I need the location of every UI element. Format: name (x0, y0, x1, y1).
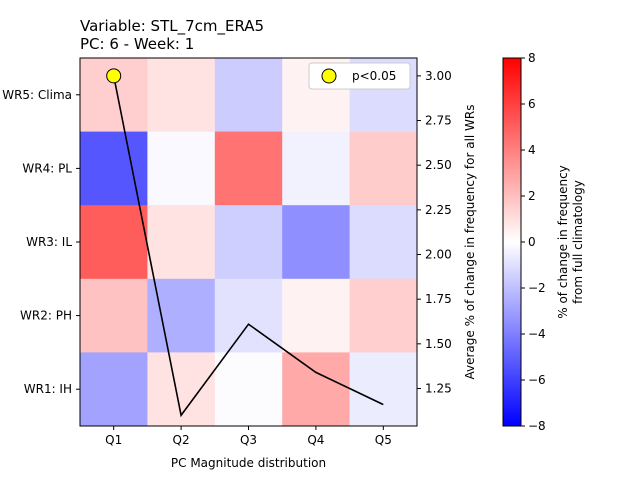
heatmap-cell (282, 131, 351, 206)
y-axis-ticks: WR5: Clima WR4: PL WR3: IL WR2: PH WR1: IH (2, 88, 80, 396)
heatmap-cell (80, 352, 148, 427)
heatmap-cell (80, 278, 148, 353)
x-tick-label: Q3 (240, 433, 257, 447)
heatmap-cell (282, 278, 351, 353)
right-tick-label: 3.00 (425, 69, 452, 83)
colorbar-label-line2: from full climatology (571, 180, 585, 304)
y-tick-label: WR1: IH (24, 382, 72, 396)
colorbar-tick-label: −4 (528, 327, 546, 341)
x-tick-label: Q2 (173, 433, 190, 447)
right-tick-label: 1.75 (425, 292, 452, 306)
x-tick-label: Q1 (105, 433, 122, 447)
heatmap-cell (214, 205, 283, 280)
heatmap-cell (214, 131, 283, 206)
heatmap-cell (80, 205, 148, 280)
heatmap-cell (349, 205, 418, 280)
legend-box (308, 62, 411, 90)
heatmap-cell (147, 58, 216, 133)
heatmap-cell (282, 352, 351, 427)
heatmap-cell (349, 131, 418, 206)
colorbar-tick-label: −8 (528, 419, 546, 433)
right-tick-label: 2.50 (425, 158, 452, 172)
x-axis-ticks: Q1 Q2 Q3 Q4 Q5 (105, 426, 392, 447)
right-tick-label: 2.25 (425, 203, 452, 217)
x-tick-label: Q5 (375, 433, 392, 447)
chart-title-line2: PC: 6 - Week: 1 (80, 35, 194, 53)
average-line-path (112, 75, 384, 418)
heatmap-cell (349, 278, 418, 353)
right-axis-label: Average % of change in frequency for all… (463, 104, 477, 379)
right-axis-ticks: 3.00 2.75 2.50 2.25 2.00 1.75 1.50 1.25 (417, 69, 452, 395)
heatmap-cell (147, 131, 216, 206)
right-tick-label: 1.25 (425, 381, 452, 395)
legend-label: p<0.05 (352, 69, 396, 83)
significance-markers (106, 68, 122, 84)
right-tick-label: 2.00 (425, 248, 452, 262)
colorbar-label-line1: % of change in frequency (556, 165, 570, 319)
heatmap-cell (147, 205, 216, 280)
colorbar-tick-label: −6 (528, 373, 546, 387)
average-line (112, 75, 384, 418)
legend-marker (321, 68, 337, 84)
colorbar-ticks: 8 6 4 2 0 −2 −4 −6 −8 (521, 51, 546, 433)
x-axis-label: PC Magnitude distribution (171, 456, 326, 470)
heatmap-cell (214, 352, 283, 427)
legend: p<0.05 (308, 62, 411, 90)
heatmap-cell (214, 58, 283, 133)
colorbar-tick-label: 2 (528, 189, 536, 203)
x-tick-label: Q4 (307, 433, 324, 447)
heatmap-cells (80, 58, 418, 427)
colorbar-tick-label: 0 (528, 235, 536, 249)
colorbar-tick-label: 6 (528, 97, 536, 111)
heatmap-cell (282, 205, 351, 280)
y-tick-label: WR5: Clima (2, 88, 72, 102)
colorbar-tick-label: 4 (528, 143, 536, 157)
chart-title-line1: Variable: STL_7cm_ERA5 (80, 17, 264, 36)
significance-marker (106, 68, 122, 84)
colorbar-tick-label: 8 (528, 51, 536, 65)
heatmap-cell (147, 278, 216, 353)
y-tick-label: WR2: PH (20, 309, 72, 323)
y-tick-label: WR4: PL (22, 161, 72, 175)
colorbar (502, 57, 522, 427)
plot-frame (79, 57, 418, 427)
y-tick-label: WR3: IL (26, 235, 72, 249)
heatmap-cell (349, 352, 418, 427)
right-tick-label: 1.50 (425, 337, 452, 351)
colorbar-tick-label: −2 (528, 281, 546, 295)
right-tick-label: 2.75 (425, 114, 452, 128)
